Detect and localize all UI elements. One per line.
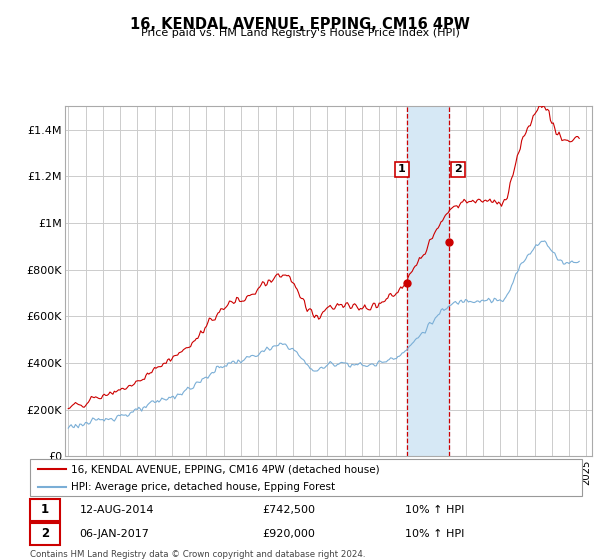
Text: HPI: Average price, detached house, Epping Forest: HPI: Average price, detached house, Eppi…: [71, 482, 335, 492]
Text: 1: 1: [41, 503, 49, 516]
Text: 1: 1: [398, 165, 406, 174]
Text: £742,500: £742,500: [262, 505, 315, 515]
Text: £920,000: £920,000: [262, 529, 315, 539]
Text: Contains HM Land Registry data © Crown copyright and database right 2024.
This d: Contains HM Land Registry data © Crown c…: [30, 550, 365, 560]
Bar: [407, 106, 449, 456]
Text: 10% ↑ HPI: 10% ↑ HPI: [406, 505, 465, 515]
Text: 06-JAN-2017: 06-JAN-2017: [80, 529, 149, 539]
Text: 2: 2: [41, 528, 49, 540]
Text: 16, KENDAL AVENUE, EPPING, CM16 4PW: 16, KENDAL AVENUE, EPPING, CM16 4PW: [130, 17, 470, 32]
Text: 2: 2: [454, 165, 462, 174]
Text: 16, KENDAL AVENUE, EPPING, CM16 4PW (detached house): 16, KENDAL AVENUE, EPPING, CM16 4PW (det…: [71, 464, 380, 474]
Bar: [30, 499, 61, 521]
Text: 12-AUG-2014: 12-AUG-2014: [80, 505, 154, 515]
Text: Price paid vs. HM Land Registry's House Price Index (HPI): Price paid vs. HM Land Registry's House …: [140, 28, 460, 38]
Text: 10% ↑ HPI: 10% ↑ HPI: [406, 529, 465, 539]
Bar: [30, 523, 61, 545]
